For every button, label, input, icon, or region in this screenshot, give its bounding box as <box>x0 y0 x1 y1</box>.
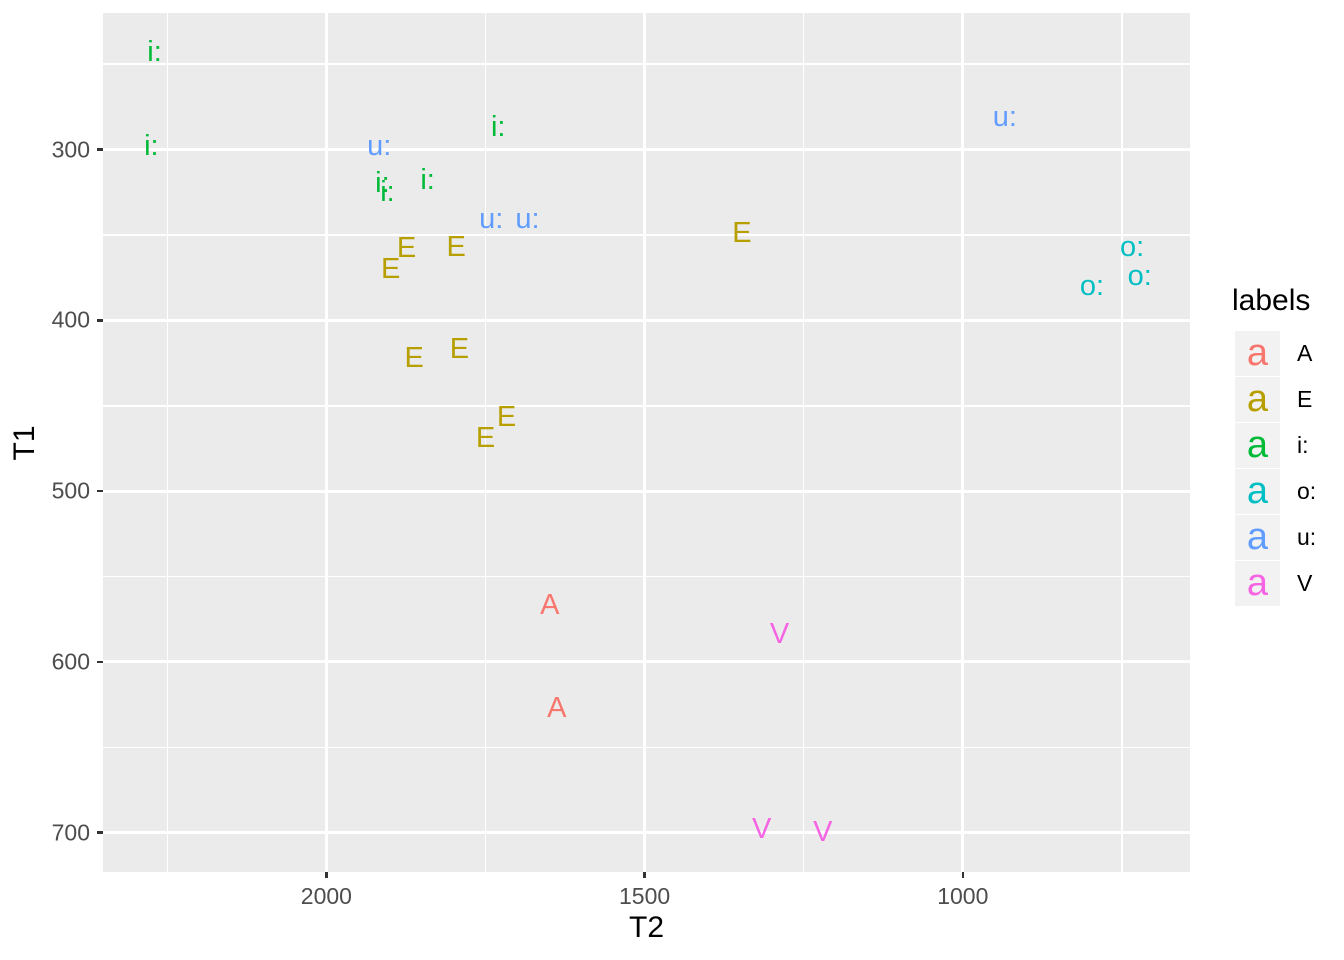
legend-entry-label: o: <box>1297 477 1317 504</box>
data-point-label: u: <box>367 129 392 162</box>
data-point-label: i: <box>375 167 390 200</box>
data-point-label: i: <box>420 164 435 197</box>
y-minor-gridline <box>103 234 1190 236</box>
legend-entry-label: V <box>1297 569 1313 596</box>
legend-key: a <box>1235 376 1280 422</box>
y-axis-tick-label: 300 <box>51 136 90 163</box>
y-axis-tick <box>97 319 103 322</box>
legend-title: labels <box>1232 284 1311 317</box>
data-point-label: E <box>446 230 466 263</box>
x-major-gridline <box>324 13 328 872</box>
data-point-label: i: <box>490 111 506 144</box>
data-point-label: o: <box>1119 230 1145 263</box>
y-axis-tick <box>97 148 103 151</box>
y-minor-gridline <box>103 575 1190 578</box>
x-axis-tick <box>961 872 965 878</box>
y-axis-tick <box>97 831 103 834</box>
y-major-gridline <box>103 660 1190 664</box>
y-minor-gridline <box>103 746 1190 749</box>
data-point-label: u: <box>479 203 504 236</box>
x-major-gridline <box>643 13 647 872</box>
legend-key: a <box>1235 560 1280 606</box>
legend-entry-label: i: <box>1297 431 1309 458</box>
y-axis-tick-label: 600 <box>51 648 90 675</box>
data-point-label: A <box>547 691 567 724</box>
legend-entry: a i: <box>1226 422 1344 468</box>
x-minor-gridline <box>802 13 805 872</box>
y-major-gridline <box>103 318 1190 322</box>
x-axis-tick <box>643 872 646 878</box>
data-point-label: E <box>380 252 401 285</box>
legend-key: a <box>1235 468 1280 514</box>
data-point-label: E <box>496 401 517 434</box>
y-major-gridline <box>103 831 1190 835</box>
x-axis-tick-label: 1000 <box>937 883 989 909</box>
y-axis-tick <box>97 660 103 664</box>
data-point-label: E <box>396 232 417 265</box>
data-point-label: A <box>540 589 560 622</box>
data-point-label: i: <box>380 176 395 209</box>
legend-key-glyph: a <box>1246 332 1269 374</box>
legend-key: a <box>1235 514 1280 560</box>
y-axis-tick <box>97 489 103 493</box>
y-major-gridline <box>103 489 1190 493</box>
legend-key-glyph: a <box>1246 470 1269 512</box>
data-point-label: V <box>813 816 833 849</box>
legend-key-glyph: a <box>1246 562 1269 604</box>
legend-entry-label: u: <box>1297 523 1317 550</box>
data-point-label: V <box>752 813 772 846</box>
legend-entry: a o: <box>1226 468 1344 514</box>
data-point-label: u: <box>515 203 540 236</box>
y-minor-gridline <box>103 405 1190 407</box>
legend-key-glyph: a <box>1246 424 1269 466</box>
legend-key-glyph: a <box>1246 516 1269 558</box>
y-axis-title: T1 <box>8 424 41 461</box>
x-axis-tick <box>325 872 328 878</box>
y-axis-tick-label: 500 <box>51 477 90 504</box>
x-minor-gridline <box>166 13 169 872</box>
data-point-label: E <box>449 333 470 366</box>
x-major-gridline <box>961 13 965 872</box>
legend-key-glyph: a <box>1246 378 1269 420</box>
legend-entry: a u: <box>1226 514 1344 560</box>
x-axis-tick-label: 1500 <box>618 883 671 909</box>
x-axis-tick-label: 2000 <box>300 883 352 909</box>
y-major-gridline <box>103 148 1190 152</box>
y-axis-tick-label: 400 <box>51 306 90 333</box>
data-point-label: E <box>404 341 424 374</box>
data-point-label: o: <box>1127 259 1152 292</box>
data-point-label: E <box>475 421 496 454</box>
y-axis-tick-label: 700 <box>51 819 90 846</box>
legend-key: a <box>1235 422 1280 468</box>
legend-entry-label: E <box>1297 385 1313 412</box>
x-axis-title: T2 <box>628 911 665 944</box>
data-point-label: E <box>732 217 752 250</box>
data-point-label: o: <box>1079 269 1105 302</box>
data-point-label: i: <box>144 129 159 162</box>
data-point-label: u: <box>992 100 1017 133</box>
data-point-label: V <box>769 618 790 651</box>
x-minor-gridline <box>484 13 487 872</box>
legend-key: a <box>1235 330 1280 376</box>
data-point-label: i: <box>147 36 162 69</box>
legend-entry-label: A <box>1297 339 1313 366</box>
y-minor-gridline <box>103 63 1190 65</box>
x-minor-gridline <box>1121 13 1123 872</box>
